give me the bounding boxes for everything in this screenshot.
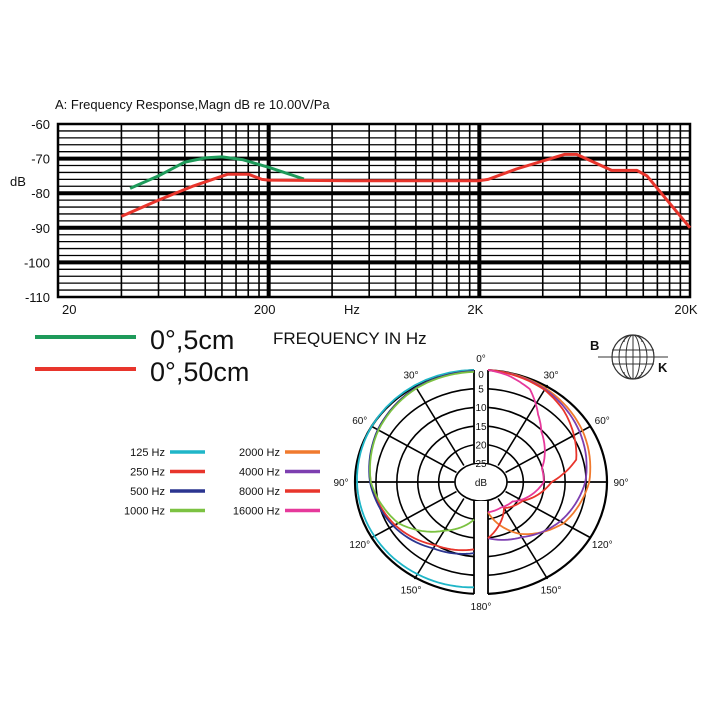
- angle-label: 120°: [349, 540, 370, 551]
- x-tick-labels: 20 200 2K 20K: [62, 302, 698, 317]
- polar-legend-label: 125 Hz: [130, 447, 165, 459]
- polar-legend-label: 2000 Hz: [239, 447, 280, 459]
- legend-label-5cm: 0°,5cm: [150, 325, 234, 355]
- legend-label-50cm: 0°,50cm: [150, 357, 249, 387]
- polar-spoke: [497, 498, 549, 580]
- polar-center-label: dB: [475, 478, 488, 489]
- polar-plot: 0 5 10 15 20 25 dB 0° 30° 30° 60° 60° 90° 90° 120° 120°…: [333, 354, 628, 613]
- polar-gap-top: [474, 367, 488, 463]
- angle-label: 150°: [541, 585, 562, 596]
- angle-label: 120°: [592, 540, 613, 551]
- radial-tick-label: 0: [478, 370, 484, 381]
- radial-tick-label: 5: [478, 385, 484, 396]
- polar-legend-label: 250 Hz: [130, 467, 165, 479]
- angle-label: 150°: [401, 585, 422, 596]
- y-tick-label: -60: [31, 117, 50, 132]
- y-axis-label: dB: [10, 174, 26, 189]
- series-line-1: [120, 152, 692, 229]
- series-line-0: [129, 155, 305, 190]
- x-tick-label: 20: [62, 302, 76, 317]
- angle-label: 90°: [613, 478, 628, 489]
- bk-logo: B K: [590, 334, 668, 380]
- angle-label: 60°: [352, 416, 367, 427]
- polar-series-7: [487, 369, 546, 514]
- frequency-caption: FREQUENCY IN Hz: [273, 329, 427, 348]
- polar-series-4: [487, 369, 592, 535]
- chart-title: A: Frequency Response,Magn dB re 10.00V/…: [55, 97, 330, 112]
- angle-label: 30°: [543, 371, 558, 382]
- y-tick-label: -110: [25, 290, 50, 305]
- polar-legend-label: 8000 Hz: [239, 486, 280, 498]
- polar-spoke: [370, 425, 457, 474]
- angle-label: 60°: [595, 416, 610, 427]
- polar-legend: 125 Hz 250 Hz 500 Hz 1000 Hz 2000 Hz 4000 Hz 8…: [124, 447, 320, 518]
- polar-gap-bottom: [474, 501, 488, 597]
- polar-legend-label: 1000 Hz: [124, 506, 165, 518]
- frequency-grid: [56, 122, 692, 299]
- polar-series-3: [369, 371, 475, 533]
- angle-label: 0°: [476, 354, 486, 365]
- x-tick-label: 2K: [467, 302, 483, 317]
- polar-series-0: [356, 369, 475, 589]
- y-tick-label: -80: [31, 186, 50, 201]
- angle-label: 180°: [471, 602, 492, 613]
- polar-spoke: [505, 425, 592, 474]
- x-axis-label: Hz: [344, 302, 360, 317]
- svg-text:K: K: [658, 360, 668, 375]
- plot-border: [56, 122, 692, 299]
- radial-tick-label: 10: [475, 403, 487, 414]
- y-tick-label: -90: [31, 221, 50, 236]
- y-tick-labels: -60 -70 -80 -90 -100 -110: [24, 117, 50, 305]
- polar-series-6: [487, 369, 578, 539]
- angle-label: 30°: [403, 371, 418, 382]
- polar-spoke: [413, 384, 465, 466]
- radial-tick-label: 25: [475, 459, 487, 470]
- polar-legend-label: 500 Hz: [130, 486, 165, 498]
- polar-spoke: [505, 490, 592, 539]
- x-tick-label: 200: [254, 302, 276, 317]
- y-tick-label: -100: [24, 255, 50, 270]
- x-tick-label: 20K: [674, 302, 697, 317]
- polar-spoke: [370, 490, 457, 539]
- polar-legend-label: 4000 Hz: [239, 467, 280, 479]
- radial-tick-label: 20: [475, 440, 487, 451]
- polar-legend-label: 16000 Hz: [233, 506, 280, 518]
- svg-text:B: B: [590, 338, 599, 353]
- frequency-curves: [120, 152, 692, 229]
- polar-spoke: [413, 498, 465, 580]
- angle-label: 90°: [333, 478, 348, 489]
- radial-tick-label: 15: [475, 422, 487, 433]
- polar-spoke: [497, 384, 549, 466]
- y-tick-label: -70: [31, 152, 50, 167]
